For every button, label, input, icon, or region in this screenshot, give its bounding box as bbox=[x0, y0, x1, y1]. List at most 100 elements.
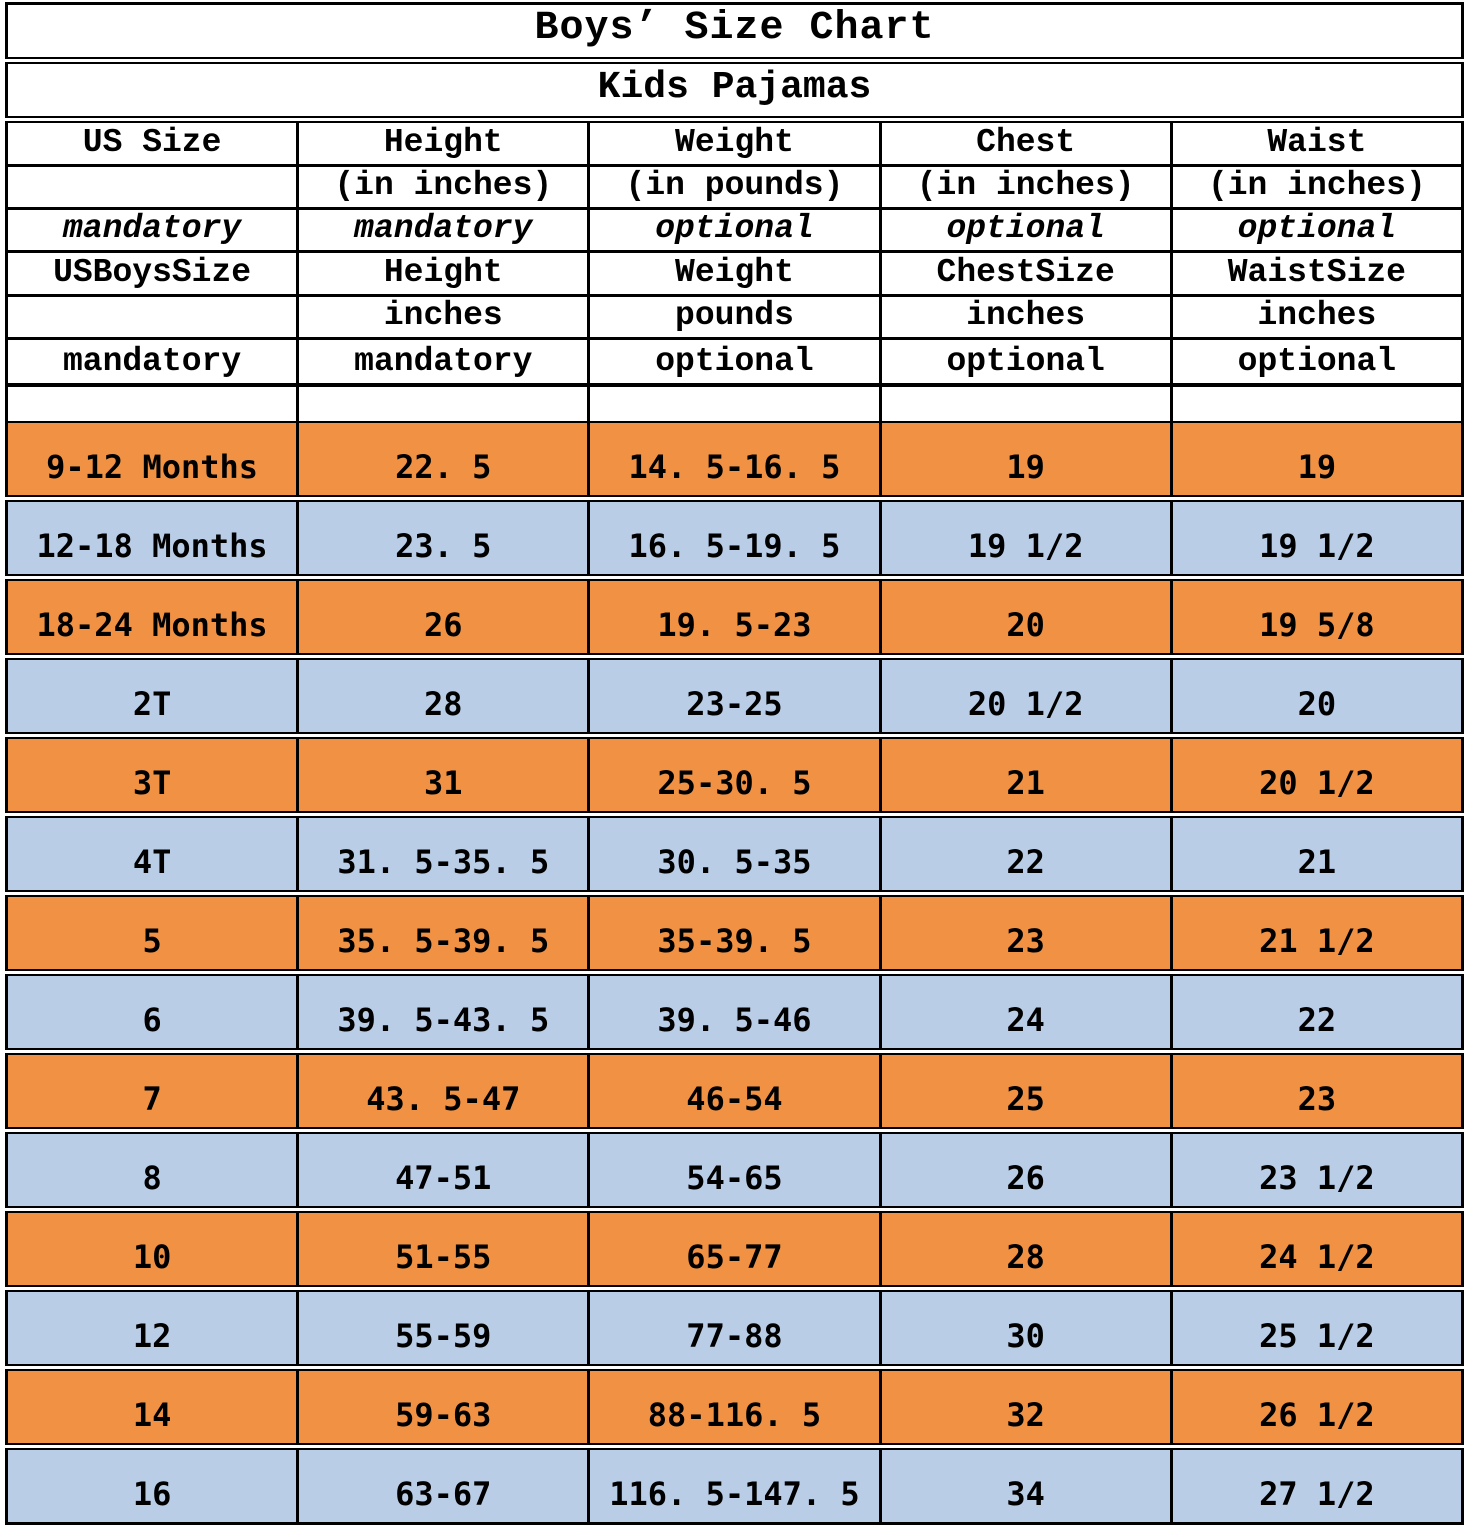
size-row-7: 7 43. 5-47 46-54 25 23 bbox=[4, 1048, 1465, 1132]
spacer-cell bbox=[1169, 383, 1465, 423]
spacer-cell bbox=[587, 383, 882, 423]
cell-weight: 77-88 bbox=[587, 1285, 882, 1369]
size-chart-table: Boys’ Size Chart Kids Pajamas US Size He… bbox=[4, 2, 1465, 1525]
cell-height: 43. 5-47 bbox=[296, 1048, 591, 1132]
unit2-height: inches bbox=[296, 294, 591, 340]
cell-waist: 25 1/2 bbox=[1169, 1285, 1465, 1369]
cell-waist: 19 bbox=[1169, 421, 1465, 500]
cell-height: 39. 5-43. 5 bbox=[296, 969, 591, 1053]
cell-height: 47-51 bbox=[296, 1127, 591, 1211]
cell-waist: 20 bbox=[1169, 653, 1465, 737]
field-waist: WaistSize bbox=[1169, 250, 1465, 297]
field-us-size: USBoysSize bbox=[4, 250, 300, 297]
cell-weight: 54-65 bbox=[587, 1127, 882, 1211]
cell-chest: 28 bbox=[878, 1206, 1173, 1290]
req2-chest: optional bbox=[878, 337, 1173, 387]
size-row-16: 16 63-67 116. 5-147. 5 34 27 1/2 bbox=[4, 1443, 1465, 1525]
req-us-size: mandatory bbox=[4, 207, 300, 253]
cell-height: 28 bbox=[296, 653, 591, 737]
cell-waist: 19 1/2 bbox=[1169, 495, 1465, 579]
cell-us-size: 18-24 Months bbox=[4, 574, 300, 658]
page-subtitle: Kids Pajamas bbox=[5, 59, 1464, 123]
cell-us-size: 9-12 Months bbox=[4, 421, 300, 500]
cell-waist: 27 1/2 bbox=[1169, 1443, 1465, 1525]
cell-waist: 20 1/2 bbox=[1169, 732, 1465, 816]
size-row-12: 12 55-59 77-88 30 25 1/2 bbox=[4, 1285, 1465, 1369]
spacer-cell bbox=[4, 383, 300, 423]
cell-us-size: 12 bbox=[4, 1285, 300, 1369]
cell-us-size: 16 bbox=[4, 1443, 300, 1525]
cell-waist: 21 bbox=[1169, 811, 1465, 895]
cell-weight: 30. 5-35 bbox=[587, 811, 882, 895]
cell-chest: 23 bbox=[878, 890, 1173, 974]
unit-chest: (in inches) bbox=[878, 164, 1173, 210]
page-title: Boys’ Size Chart bbox=[5, 2, 1464, 64]
cell-waist: 24 1/2 bbox=[1169, 1206, 1465, 1290]
cell-weight: 25-30. 5 bbox=[587, 732, 882, 816]
cell-waist: 22 bbox=[1169, 969, 1465, 1053]
size-row-6: 6 39. 5-43. 5 39. 5-46 24 22 bbox=[4, 969, 1465, 1053]
unit-weight: (in pounds) bbox=[587, 164, 882, 210]
size-row-12-18-months: 12-18 Months 23. 5 16. 5-19. 5 19 1/2 19… bbox=[4, 495, 1465, 579]
cell-weight: 39. 5-46 bbox=[587, 969, 882, 1053]
unit2-us-size bbox=[4, 294, 300, 340]
field-weight: Weight bbox=[587, 250, 882, 297]
cell-weight: 116. 5-147. 5 bbox=[587, 1443, 882, 1525]
title-row: Boys’ Size Chart bbox=[5, 2, 1464, 64]
cell-height: 26 bbox=[296, 574, 591, 658]
cell-chest: 30 bbox=[878, 1285, 1173, 1369]
spacer-cell bbox=[296, 383, 591, 423]
cell-height: 31. 5-35. 5 bbox=[296, 811, 591, 895]
unit2-waist: inches bbox=[1169, 294, 1465, 340]
cell-weight: 23-25 bbox=[587, 653, 882, 737]
size-row-9-12-months: 9-12 Months 22. 5 14. 5-16. 5 19 19 bbox=[4, 421, 1465, 500]
size-row-18-24-months: 18-24 Months 26 19. 5-23 20 19 5/8 bbox=[4, 574, 1465, 658]
cell-us-size: 6 bbox=[4, 969, 300, 1053]
cell-weight: 88-116. 5 bbox=[587, 1364, 882, 1448]
size-row-2t: 2T 28 23-25 20 1/2 20 bbox=[4, 653, 1465, 737]
cell-weight: 46-54 bbox=[587, 1048, 882, 1132]
cell-weight: 35-39. 5 bbox=[587, 890, 882, 974]
size-row-3t: 3T 31 25-30. 5 21 20 1/2 bbox=[4, 732, 1465, 816]
cell-waist: 23 bbox=[1169, 1048, 1465, 1132]
cell-height: 31 bbox=[296, 732, 591, 816]
size-row-5: 5 35. 5-39. 5 35-39. 5 23 21 1/2 bbox=[4, 890, 1465, 974]
cell-chest: 34 bbox=[878, 1443, 1173, 1525]
cell-chest: 19 1/2 bbox=[878, 495, 1173, 579]
unit2-chest: inches bbox=[878, 294, 1173, 340]
req-waist: optional bbox=[1169, 207, 1465, 253]
cell-us-size: 10 bbox=[4, 1206, 300, 1290]
cell-weight: 65-77 bbox=[587, 1206, 882, 1290]
req2-waist: optional bbox=[1169, 337, 1465, 387]
field-name-row: USBoysSize Height Weight ChestSize Waist… bbox=[4, 250, 1465, 297]
cell-chest: 20 bbox=[878, 574, 1173, 658]
cell-weight: 16. 5-19. 5 bbox=[587, 495, 882, 579]
cell-waist: 21 1/2 bbox=[1169, 890, 1465, 974]
cell-us-size: 8 bbox=[4, 1127, 300, 1211]
req-weight: optional bbox=[587, 207, 882, 253]
requirement-row-bold: mandatory mandatory optional optional op… bbox=[4, 337, 1465, 387]
requirement-row-italic: mandatory mandatory optional optional op… bbox=[4, 207, 1465, 253]
header-height: Height bbox=[296, 118, 591, 167]
cell-chest: 19 bbox=[878, 421, 1173, 500]
cell-height: 22. 5 bbox=[296, 421, 591, 500]
size-row-8: 8 47-51 54-65 26 23 1/2 bbox=[4, 1127, 1465, 1211]
cell-waist: 26 1/2 bbox=[1169, 1364, 1465, 1448]
unit-height: (in inches) bbox=[296, 164, 591, 210]
spacer-row bbox=[4, 383, 1465, 423]
header-weight: Weight bbox=[587, 118, 882, 167]
header-chest: Chest bbox=[878, 118, 1173, 167]
cell-height: 55-59 bbox=[296, 1285, 591, 1369]
header-waist: Waist bbox=[1169, 118, 1465, 167]
size-row-10: 10 51-55 65-77 28 24 1/2 bbox=[4, 1206, 1465, 1290]
cell-weight: 14. 5-16. 5 bbox=[587, 421, 882, 500]
cell-us-size: 3T bbox=[4, 732, 300, 816]
unit-waist: (in inches) bbox=[1169, 164, 1465, 210]
cell-us-size: 12-18 Months bbox=[4, 495, 300, 579]
unit2-weight: pounds bbox=[587, 294, 882, 340]
cell-height: 51-55 bbox=[296, 1206, 591, 1290]
cell-us-size: 7 bbox=[4, 1048, 300, 1132]
req2-height: mandatory bbox=[296, 337, 591, 387]
cell-height: 35. 5-39. 5 bbox=[296, 890, 591, 974]
header-us-size: US Size bbox=[4, 118, 300, 167]
